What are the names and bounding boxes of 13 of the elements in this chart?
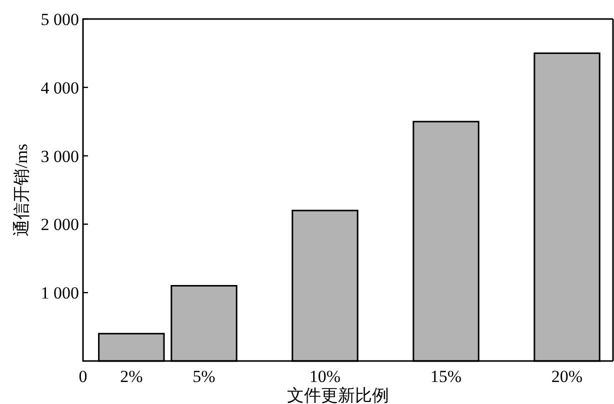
y-tick-label: 2 000: [40, 215, 79, 234]
x-tick-label: 10%: [309, 367, 341, 386]
x-axis-title: 文件更新比例: [287, 386, 389, 404]
y-tick-label: 3 000: [40, 146, 79, 166]
y-axis-title: 通信开销/ms: [12, 144, 31, 236]
x-tick-label: 2%: [120, 367, 143, 386]
x-tick-label: 15%: [430, 367, 462, 386]
x-tick-label: 5%: [192, 367, 216, 386]
x-tick-label: 20%: [551, 367, 583, 386]
y-tick-label: 5 000: [40, 10, 79, 29]
y-tick-label: 4 000: [40, 78, 79, 98]
y-tick-label: 1 000: [40, 284, 79, 303]
x-tick-label: 0: [78, 367, 88, 386]
